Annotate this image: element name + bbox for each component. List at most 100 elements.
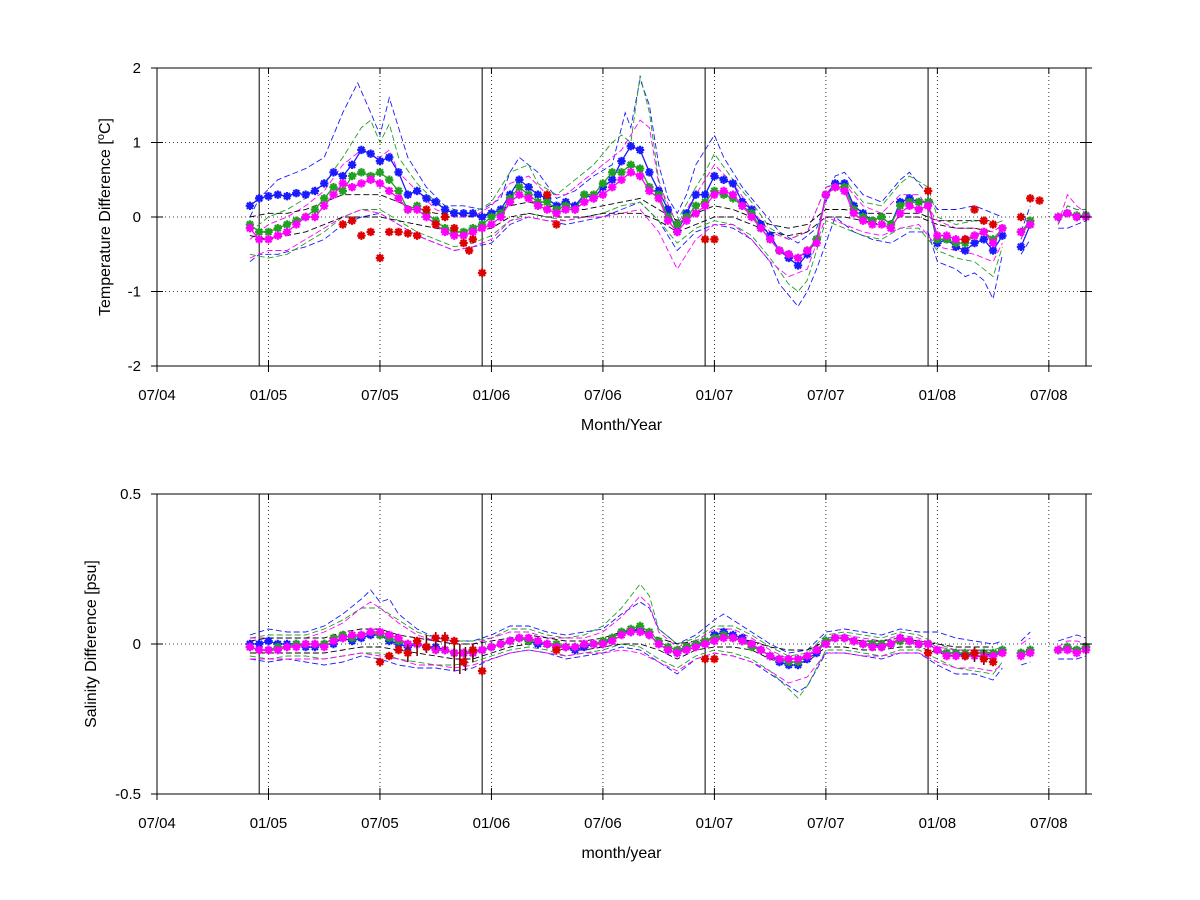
temperature-series-2-marker-0-58 [784,250,793,259]
temperature-series-1-marker-0-36 [580,190,589,199]
temperature-series-4-envelope-0 [249,75,1003,240]
temperature-series-0-marker-0-22 [450,209,459,218]
salinity-series-2-marker-0-7 [310,639,320,649]
salinity-x-tick-label-8: 07/08 [1030,815,1068,832]
salinity-x-tick-label-6: 07/07 [807,815,845,832]
salinity-series-2-marker-0-61 [812,645,821,655]
temperature-series-2-marker-0-74 [933,231,942,240]
temperature-red-point-7 [403,229,413,238]
salinity-series-2-marker-0-12 [357,630,366,640]
temperature-series-2-marker-0-65 [849,209,858,218]
salinity-series-4-green-dashed [249,583,1003,699]
temperature-series-0-marker-0-12 [357,145,366,155]
salinity-series-2-marker-0-1 [254,645,264,655]
temperature-series-0-marker-0-80 [988,246,998,255]
salinity-series-2-marker-0-11 [347,630,357,640]
temperature-series-6-envelope-0 [249,194,994,229]
temperature-series-2-marker-0-13 [366,175,375,184]
temperature-series-2-marker-0-15 [385,186,394,196]
salinity-series-4-envelope-0 [249,583,1003,657]
salinity-series-5-envelope-0 [249,595,1003,660]
temperature-series-1-line-0 [249,164,1003,259]
temperature-red-point-21 [961,235,970,244]
temperature-red-point-10 [431,220,440,229]
temperature-x-tick-label-6: 07/07 [807,387,845,404]
salinity-series-2-marker-0-75 [942,651,951,661]
salinity-series-5-envelope-2 [1020,637,1031,645]
temperature-series-6-envelope-1 [249,212,994,240]
salinity-series-2-marker-0-67 [868,642,877,652]
temperature-series-2-marker-0-64 [840,186,849,196]
temperature-series-2-marker-0-19 [422,212,431,222]
temperature-series-2-marker-0-38 [598,190,608,199]
temperature-series-3-envelope-5 [1058,220,1087,229]
temperature-x-tick-label-1: 01/05 [250,387,288,404]
salinity-ticks: 07/04 01/05 07/05 01/06 07/06 01/07 07/07 01/08… [115,486,1092,832]
temperature-red-point-13 [459,238,468,248]
temperature-red-point-25 [1016,212,1026,222]
temperature-series-2-marker-0-16 [394,194,403,203]
temperature-series-2-line-0 [249,171,1003,259]
temperature-red-point-27 [1035,196,1044,205]
temperature-series-2-marker-0-51 [719,186,728,196]
temperature-series-2-marker-0-59 [793,253,803,263]
salinity-series-2-marker-0-50 [710,636,719,646]
temperature-series-2-marker-0-10 [338,179,347,188]
temperature-series-0-marker-0-13 [366,149,375,158]
salinity-series-2-marker-0-38 [598,639,608,649]
temperature-series-2-marker-0-54 [747,212,756,222]
temperature-x-tick-label-7: 01/08 [919,387,957,404]
salinity-series-2-marker-0-80 [988,651,998,661]
temperature-series-1-marker-0-4 [282,220,292,229]
temperature-series-1-marker-0-68 [877,212,886,222]
temperature-series-0-marker-1-0 [1016,242,1026,251]
salinity-series-2-marker-0-16 [394,633,403,643]
temperature-series-2-marker-2-1 [1063,209,1072,218]
salinity-series-5-envelope-1 [249,649,1003,684]
temperature-red-point-8 [412,231,422,240]
salinity-series-3-envelope-1 [249,646,1003,693]
salinity-series-2-marker-0-32 [542,639,552,649]
salinity-series-2-marker-0-45 [663,645,673,655]
temperature-series-2-marker-0-47 [682,216,691,225]
salinity-series-4-envelope-1 [249,643,1003,699]
salinity-series-2-marker-0-74 [933,645,942,655]
salinity-series-2-marker-2-0 [1053,645,1063,655]
temperature-series-0-marker-0-48 [691,190,701,199]
temperature-series-2-marker-0-34 [561,205,570,214]
salinity-series-0-marker-0-1 [254,639,264,649]
salinity-red-point-19 [988,657,998,667]
salinity-series-2-marker-0-40 [617,630,626,640]
salinity-series-2-marker-0-56 [765,651,775,661]
salinity-red-point-14 [700,654,710,664]
temperature-series-2-marker-0-14 [375,179,385,188]
temperature-y-tick-label-4: 2 [133,60,141,77]
temperature-series-2-marker-0-78 [970,231,979,240]
temperature-series-2-marker-1-1 [1026,220,1035,229]
temperature-red-point-17 [542,190,552,199]
temperature-red-point-19 [700,235,710,244]
salinity-series-3-blue-dashed [249,589,1087,693]
temperature-series-1-marker-0-26 [487,212,496,222]
salinity-series-2-marker-0-13 [366,627,375,637]
temperature-series-0-marker-0-6 [301,190,310,199]
salinity-series-2-marker-0-14 [375,627,385,637]
temperature-series-1-marker-0-41 [626,160,635,170]
temperature-series-2-marker-0-68 [877,220,886,229]
temperature-series-0-marker-0-15 [385,153,394,162]
temperature-series-0-marker-0-3 [273,190,282,199]
salinity-series-5-magenta-dashed [249,595,1087,684]
temperature-red-point-12 [450,223,459,233]
salinity-series-2-marker-0-58 [784,654,793,664]
temperature-series-2-marker-0-45 [663,216,673,225]
temperature-red-point-3 [366,227,375,237]
salinity-series-2-marker-0-6 [301,639,310,649]
temperature-series-2-marker-1-0 [1016,227,1026,237]
temperature-series-2-marker-0-29 [515,190,524,199]
temperature-series-2-marker-0-49 [700,201,710,211]
temperature-series-1-marker-0-32 [542,197,552,207]
salinity-x-tick-label-4: 07/06 [584,815,622,832]
salinity-x-tick-label-7: 01/08 [919,815,957,832]
temperature-series-0-marker-0-41 [626,142,635,151]
temperature-series-0-marker-0-11 [347,160,357,170]
